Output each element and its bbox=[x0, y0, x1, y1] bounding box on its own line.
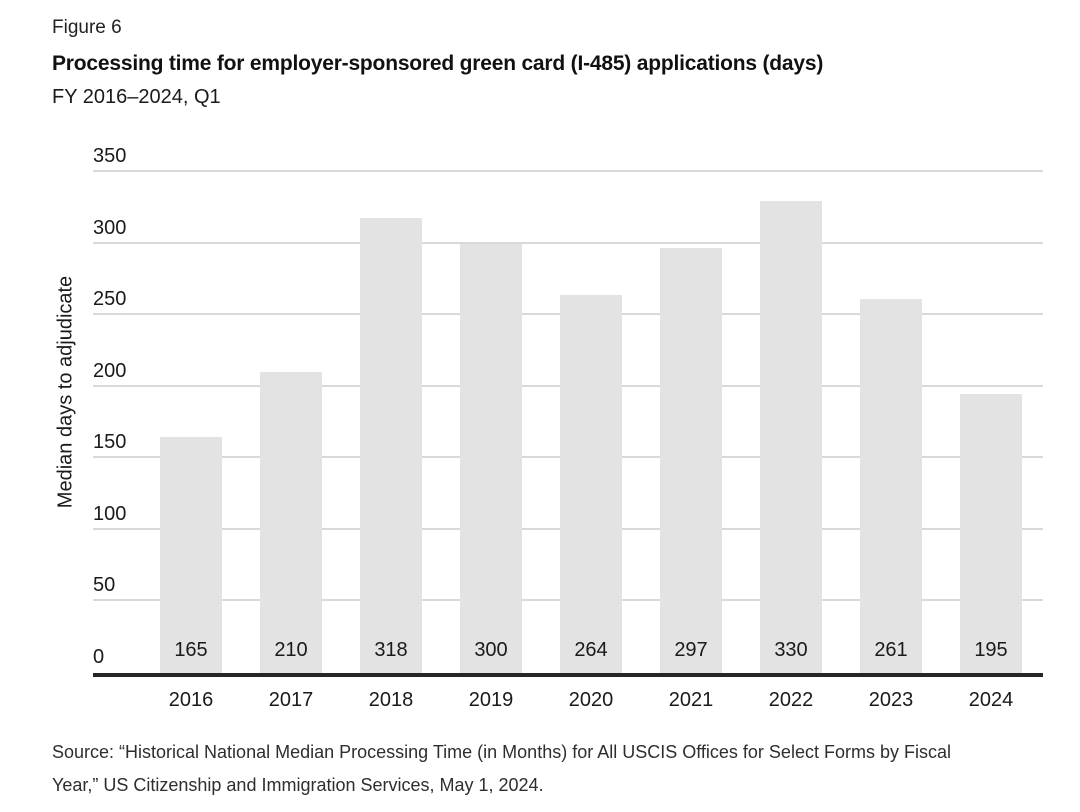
y-tick-label-0: 0 bbox=[93, 646, 105, 668]
source-line-2: Year,” US Citizenship and Immigration Se… bbox=[52, 775, 544, 795]
bar-2017 bbox=[260, 372, 322, 673]
bar-2018 bbox=[360, 217, 422, 673]
y-tick-label-250: 250 bbox=[93, 288, 127, 311]
x-tick-label-2022: 2022 bbox=[768, 689, 814, 711]
x-tick-label-2018: 2018 bbox=[368, 689, 414, 711]
x-tick-label-2016: 2016 bbox=[168, 689, 214, 711]
bar-value-label-2020: 264 bbox=[574, 639, 608, 661]
bar-2021 bbox=[660, 247, 722, 673]
source-note: Source: “Historical National Median Proc… bbox=[52, 736, 1057, 802]
y-axis-title: Median days to adjudicate bbox=[54, 275, 77, 509]
plot-area: 0 50 100 150 200 250 300 350 165 2016 210 2017 318 20… bbox=[93, 146, 1043, 711]
gridline-350 bbox=[93, 170, 1043, 172]
bar-value-label-2017: 210 bbox=[274, 639, 308, 661]
figure-label: Figure 6 bbox=[52, 17, 122, 38]
y-tick-label-200: 200 bbox=[93, 359, 127, 382]
bar-chart: Median days to adjudicate 0 50 100 150 200 25… bbox=[54, 146, 1043, 711]
x-tick-label-2020: 2020 bbox=[568, 689, 614, 711]
bar-2023 bbox=[860, 299, 922, 673]
chart-title: Processing time for employer-sponsored g… bbox=[52, 52, 824, 75]
y-tick-label-300: 300 bbox=[93, 216, 127, 239]
bar-value-label-2021: 297 bbox=[674, 639, 708, 661]
x-tick-label-2024: 2024 bbox=[968, 689, 1014, 711]
x-tick-label-2023: 2023 bbox=[868, 689, 914, 711]
gridline-300 bbox=[93, 241, 1043, 244]
bar-2016 bbox=[160, 436, 222, 673]
chart-subtitle: FY 2016–2024, Q1 bbox=[52, 86, 221, 108]
x-tick-label-2021: 2021 bbox=[668, 689, 714, 711]
x-tick-label-2017: 2017 bbox=[268, 689, 314, 711]
bar-value-label-2023: 261 bbox=[874, 639, 908, 661]
x-tick-label-2019: 2019 bbox=[468, 689, 514, 711]
bar-2024 bbox=[960, 393, 1022, 673]
bar-value-label-2024: 195 bbox=[974, 639, 1008, 661]
bar-value-label-2019: 300 bbox=[474, 639, 508, 661]
bar-2020 bbox=[560, 295, 622, 673]
bar-2022 bbox=[760, 200, 822, 673]
chart-header: Figure 6 Processing time for employer-sp… bbox=[52, 16, 1042, 110]
y-tick-label-350: 350 bbox=[93, 145, 127, 167]
bar-value-label-2022: 330 bbox=[774, 639, 808, 661]
bar-value-label-2016: 165 bbox=[174, 639, 208, 661]
y-tick-label-150: 150 bbox=[93, 431, 127, 454]
bar-2019 bbox=[460, 243, 522, 673]
y-tick-label-100: 100 bbox=[93, 502, 127, 525]
y-tick-label-50: 50 bbox=[93, 574, 116, 597]
bar-value-label-2018: 318 bbox=[374, 639, 408, 661]
source-line-1: Source: “Historical National Median Proc… bbox=[52, 742, 951, 762]
